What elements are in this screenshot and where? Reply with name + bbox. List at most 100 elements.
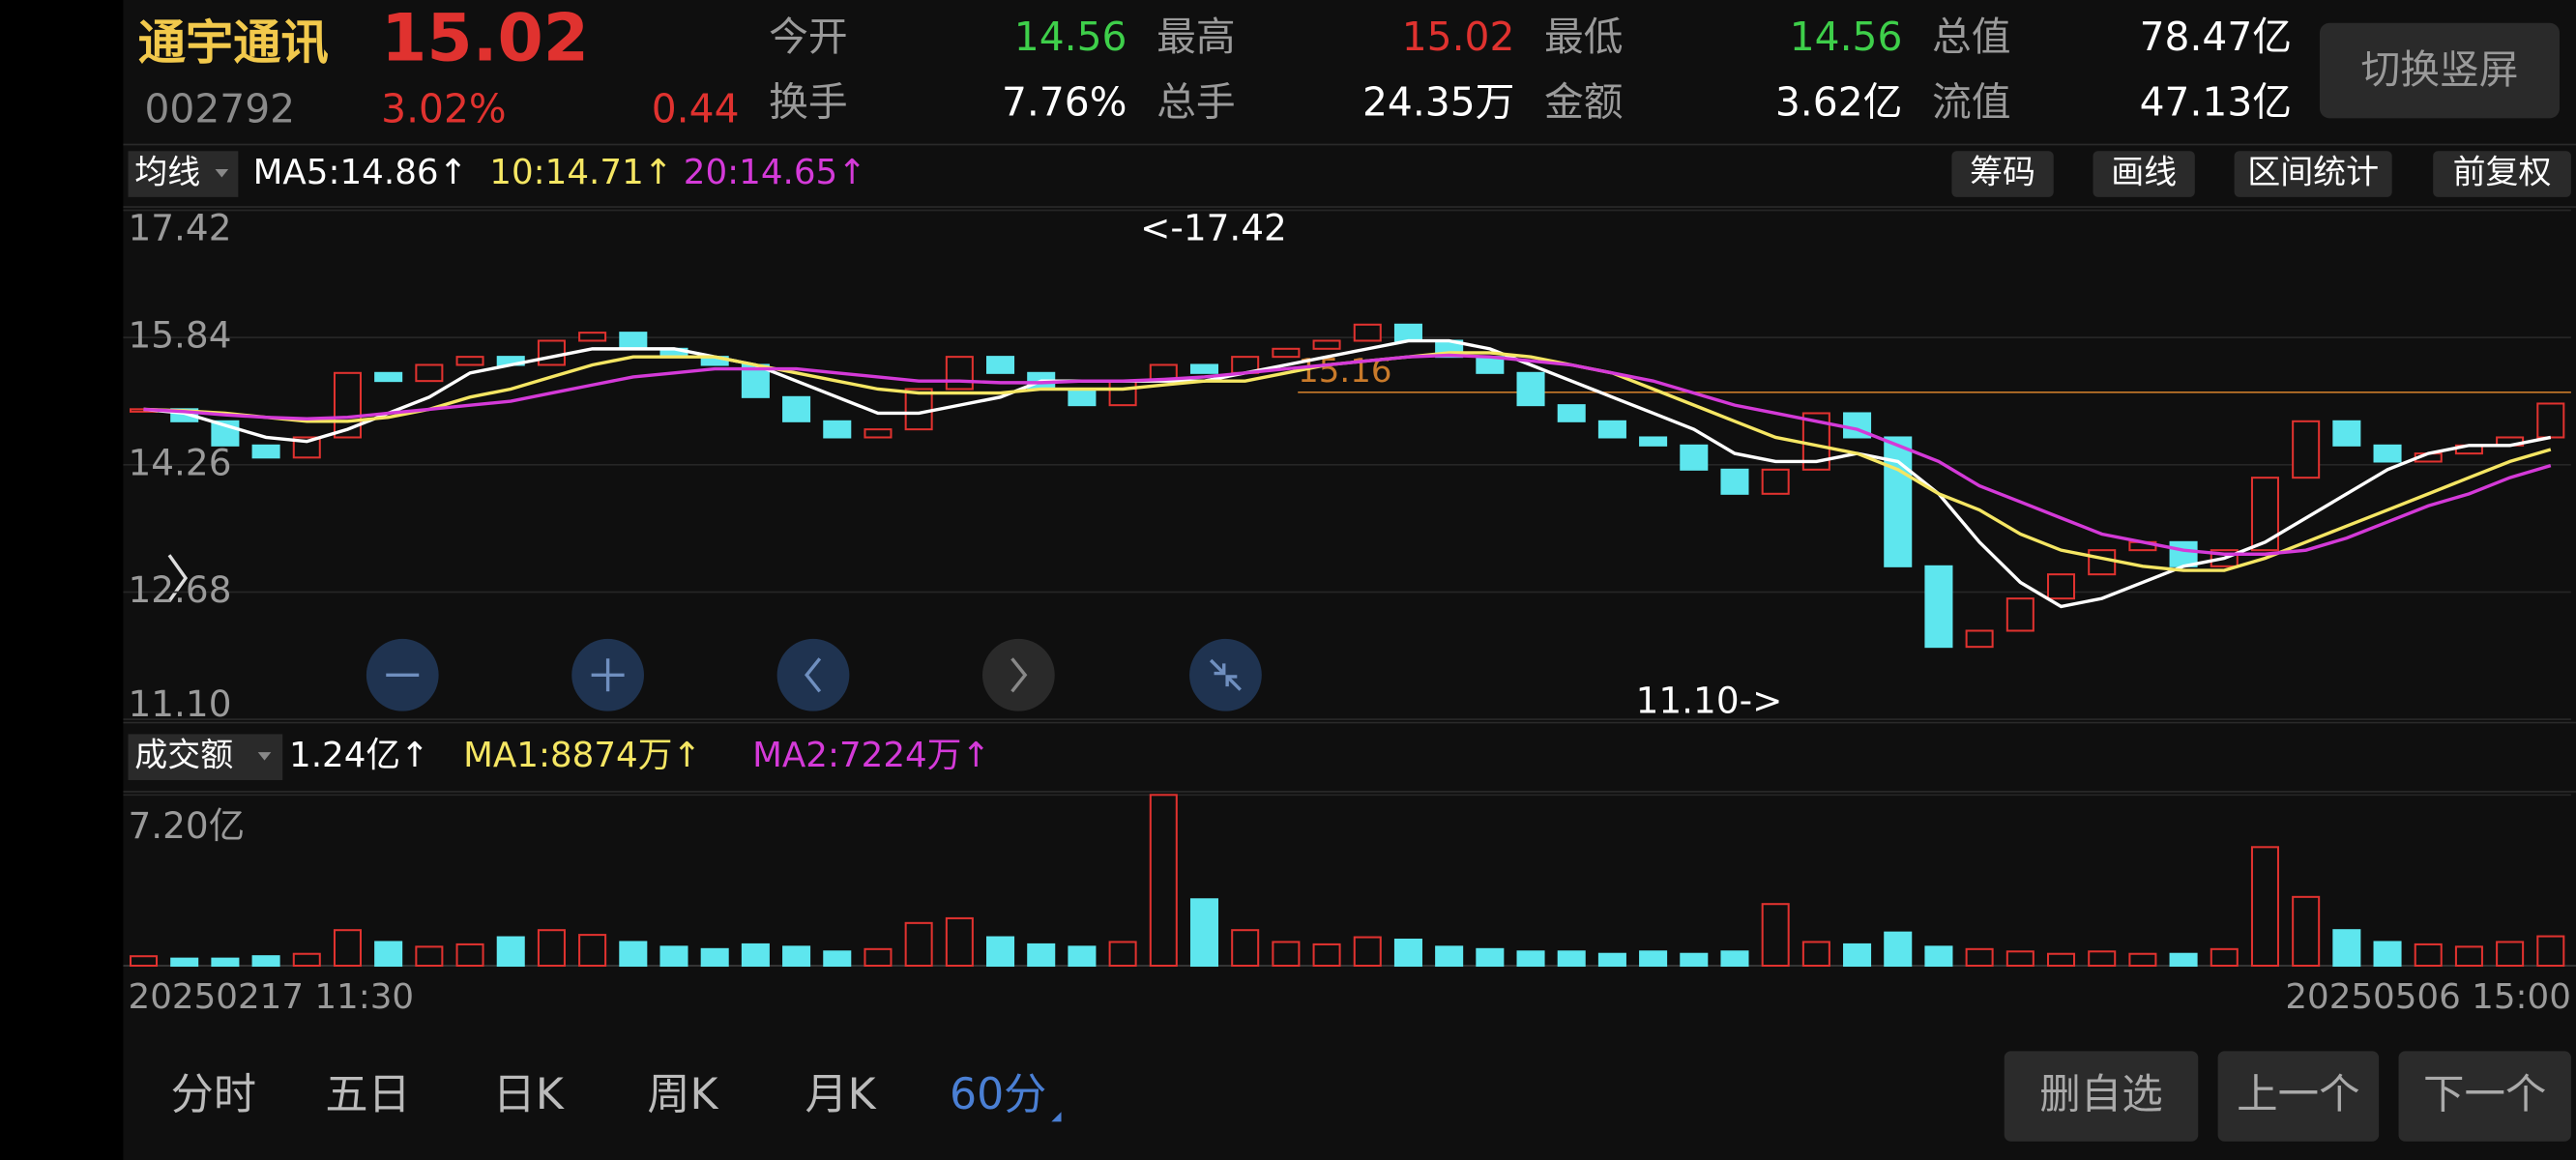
candle-body	[782, 395, 811, 422]
candle-body	[864, 428, 893, 439]
volume-bar	[864, 947, 893, 968]
candle-body	[578, 332, 607, 342]
volume-bar	[782, 945, 811, 968]
candle-body	[2250, 477, 2279, 552]
chart-controls	[366, 638, 1262, 711]
candle-body	[1680, 444, 1709, 471]
action-button[interactable]	[2217, 1051, 2380, 1142]
stat-value: 24.35万	[1362, 79, 1514, 126]
volume-bar	[1597, 952, 1626, 968]
volume-bar	[333, 929, 362, 968]
volume-bar	[1393, 938, 1422, 968]
dropdown-icon	[215, 168, 229, 178]
icon	[1209, 658, 1242, 691]
candle-body	[1761, 468, 1790, 495]
stat-label: 流值	[1932, 79, 2011, 126]
stat-value: 78.47亿	[2140, 14, 2292, 60]
volume-bar	[374, 941, 403, 968]
volume-button[interactable]	[128, 734, 283, 781]
switch-label[interactable]: 切换竖屏	[2360, 46, 2518, 93]
volume-bar	[496, 936, 525, 968]
period-tab[interactable]: 日K	[493, 1070, 565, 1119]
candle-body	[619, 332, 648, 350]
tool-button[interactable]	[2433, 151, 2571, 197]
volume-bar	[2292, 895, 2321, 968]
volume-bar	[1965, 947, 1994, 968]
candle-body	[2005, 597, 2034, 632]
volume-bar	[659, 945, 688, 968]
stat-label: 今开	[769, 14, 848, 60]
collapse[interactable]	[1189, 638, 1262, 711]
volume-bar	[1272, 941, 1301, 968]
tab-indicator	[1051, 1112, 1062, 1122]
volume-bar	[2210, 947, 2239, 968]
volume-bar	[2373, 941, 2402, 968]
period-tab[interactable]: 周K	[647, 1070, 718, 1119]
tool-button[interactable]	[1951, 151, 2054, 197]
scroll-left[interactable]	[776, 638, 850, 711]
candle-body	[1312, 339, 1341, 350]
candle-body	[2292, 420, 2321, 479]
period-tab[interactable]: 60分	[950, 1070, 1046, 1119]
stock-code: 002792	[145, 86, 296, 132]
x-tick-label: 20250217 11:30	[129, 977, 415, 1017]
volume-bar	[251, 955, 280, 968]
candle-body	[1272, 347, 1301, 359]
action-button[interactable]	[2398, 1051, 2571, 1142]
scroll-right[interactable]	[981, 638, 1055, 711]
tool-button-label[interactable]: 区间统计	[2247, 154, 2379, 192]
volume-bar	[823, 950, 852, 968]
volume-bar	[2414, 942, 2443, 968]
switch-button[interactable]	[2319, 22, 2561, 119]
high-annotation: <-17.42	[1140, 206, 1287, 248]
volume-bar	[415, 945, 444, 968]
candle-body	[1720, 468, 1749, 495]
stat-label: 最高	[1156, 14, 1236, 60]
action-label[interactable]: 上一个	[2237, 1071, 2359, 1118]
tool-button-label[interactable]: 前复权	[2453, 154, 2552, 192]
candle-body	[1516, 371, 1545, 407]
action-label[interactable]: 删自选	[2039, 1071, 2162, 1118]
y-tick-label: 17.42	[129, 206, 232, 248]
volume-bar	[1639, 950, 1668, 968]
candle-body	[986, 356, 1015, 374]
candle-body	[945, 356, 974, 391]
tool-button[interactable]	[2093, 151, 2195, 197]
candle-body	[374, 371, 403, 383]
action-label[interactable]: 下一个	[2423, 1071, 2546, 1118]
ma-button-label[interactable]: 均线	[134, 154, 200, 192]
x-tick-label: 20250506 15:00	[2285, 977, 2571, 1017]
volume-bar	[700, 947, 729, 968]
y-tick-label: 15.84	[129, 314, 232, 357]
volume-bar	[2088, 950, 2117, 968]
volume-bar	[986, 936, 1015, 968]
tool-button-label[interactable]: 画线	[2111, 154, 2177, 192]
expand-arrow[interactable]	[167, 554, 189, 602]
volume-bar	[1231, 929, 1260, 968]
stock-name: 通宇通讯	[138, 14, 329, 71]
volume-bar	[1720, 950, 1749, 968]
tool-button-label[interactable]: 筹码	[1970, 154, 2035, 192]
action-button[interactable]	[2004, 1051, 2199, 1142]
volume-bar	[2454, 945, 2483, 968]
stat-value: 7.76%	[1002, 79, 1127, 126]
tool-button[interactable]	[2234, 151, 2392, 197]
volume-bar	[1843, 942, 1872, 968]
low-annotation: 11.10->	[1636, 680, 1783, 722]
volume-title[interactable]: 成交额	[134, 737, 233, 775]
change: 0.44	[652, 86, 740, 132]
period-tab[interactable]: 五日	[325, 1070, 410, 1119]
volume-bar	[1027, 942, 1056, 968]
volume-bar	[945, 916, 974, 968]
y-tick-label: 14.26	[129, 441, 232, 483]
candle-body	[2332, 420, 2361, 447]
volume-bar	[1801, 941, 1830, 968]
volume-bar	[619, 941, 648, 968]
period-tab[interactable]: 月K	[805, 1070, 876, 1119]
period-tab[interactable]: 分时	[171, 1070, 256, 1119]
volume-bar	[1353, 936, 1382, 968]
candle-body	[537, 339, 566, 366]
volume-legend: MA1:8874万↑	[463, 736, 701, 775]
volume-bar	[1680, 952, 1709, 968]
